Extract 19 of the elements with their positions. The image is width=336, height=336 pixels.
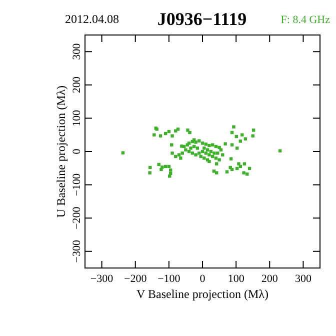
chart-subtitle: 2012.04.08 xyxy=(65,12,119,26)
y-tick-label: 0 xyxy=(71,148,83,154)
y-tick-label: 100 xyxy=(71,109,83,126)
x-tick-label: 300 xyxy=(294,273,312,285)
x-tick-label: −200 xyxy=(124,273,148,285)
y-axis-title: U Baseline projection (Mλ) xyxy=(54,85,68,218)
x-tick-label: 0 xyxy=(200,273,206,285)
y-tick-label: −100 xyxy=(71,172,83,196)
y-tick-label: −200 xyxy=(71,206,83,230)
x-tick-label: −100 xyxy=(158,273,181,285)
y-tick-label: −300 xyxy=(71,240,83,263)
x-tick-label: −300 xyxy=(90,273,114,285)
x-tick-label: 100 xyxy=(228,273,245,285)
x-tick-label: 200 xyxy=(261,273,278,285)
y-tick-label: 200 xyxy=(71,76,83,94)
chart-title: J0936−1119 xyxy=(157,9,247,29)
x-axis-title: V Baseline projection (Mλ) xyxy=(136,287,268,301)
text: F: 8.4 GHz xyxy=(280,14,330,26)
y-tick-label: 300 xyxy=(71,42,83,60)
